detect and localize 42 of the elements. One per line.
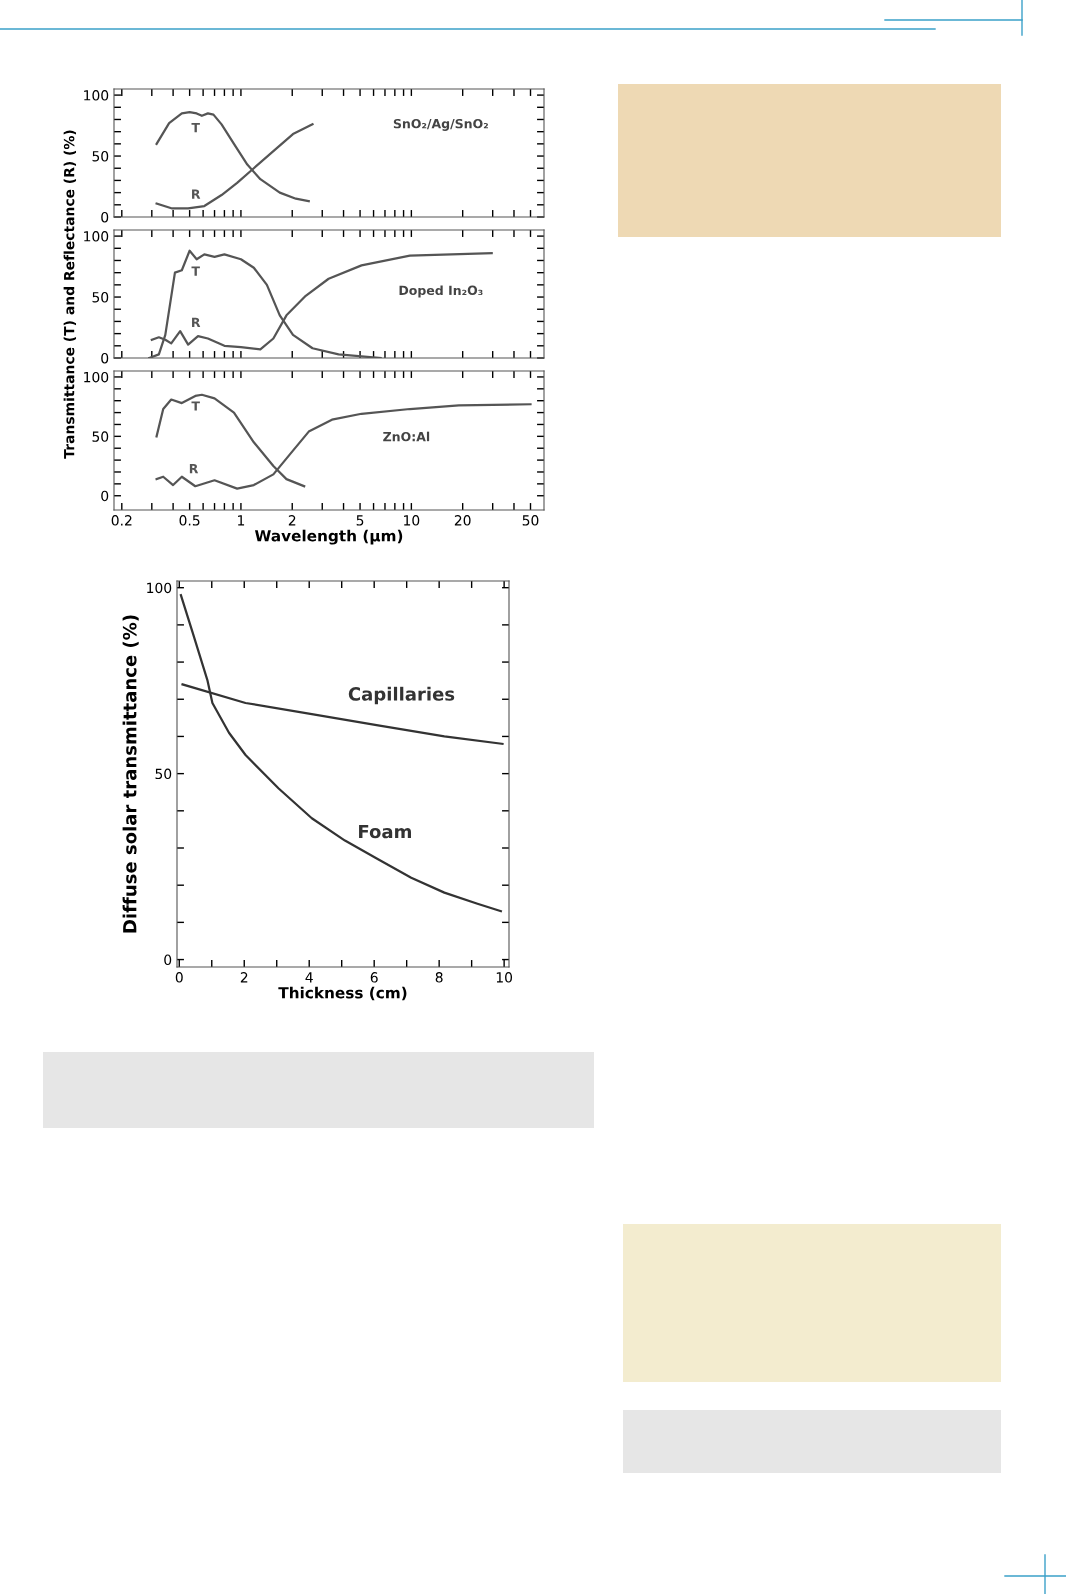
x-tick-label: 1 [238,515,245,526]
series-label: Foam [359,824,411,839]
series-label: Capillaries [348,686,455,705]
annotation: Doped In₂O₃ [399,285,483,298]
x-tick-label: 0 [175,972,183,983]
annotation: SnO₂/Ag/SnO₂ [393,118,488,131]
y-tick-label: 50 [92,292,109,303]
y-tick-label: 100 [84,90,109,101]
x-tick-label: 6 [370,972,378,983]
x-tick-label: 10 [404,515,420,526]
line-series [179,594,502,913]
y-tick-label: 0 [164,954,172,966]
x-axis-title: Wavelength (µm) [254,529,403,545]
x-tick-label: 2 [240,972,248,983]
series-label: T [191,401,200,411]
x-tick-label: 50 [522,515,539,526]
x-tick-label: 8 [435,972,443,983]
x-tick-label: 4 [305,972,313,983]
y-tick-label: 0 [101,490,109,502]
series-label: T [191,123,200,133]
x-tick-label: 2 [288,515,296,526]
y-tick-label: 100 [147,582,172,594]
x-tick-label: 10 [496,972,513,983]
y-tick-label: 0 [101,211,109,223]
series-label: R [192,189,201,199]
annotation: ZnO:Al [383,431,430,442]
series-label: R [189,464,199,474]
y-tick-label: 50 [92,151,109,162]
y-tick-label: 0 [101,352,109,364]
y-tick-label: 100 [84,231,109,242]
series-label: R [192,317,201,327]
y-axis-title: Diffuse solar transmittance (%) [122,615,139,933]
x-axis-title: Thickness (cm) [278,986,407,1001]
y-tick-label: 50 [155,768,172,780]
series-label: T [191,266,200,276]
y-axis-title: Transmittance (T) and Reflectance (R) (%) [63,130,77,459]
x-tick-label: 5 [356,515,364,526]
x-tick-label: 0.2 [111,515,132,526]
y-tick-label: 50 [92,431,109,442]
y-tick-label: 100 [84,371,109,383]
x-tick-label: 0.5 [179,515,200,526]
x-tick-label: 20 [454,515,471,526]
